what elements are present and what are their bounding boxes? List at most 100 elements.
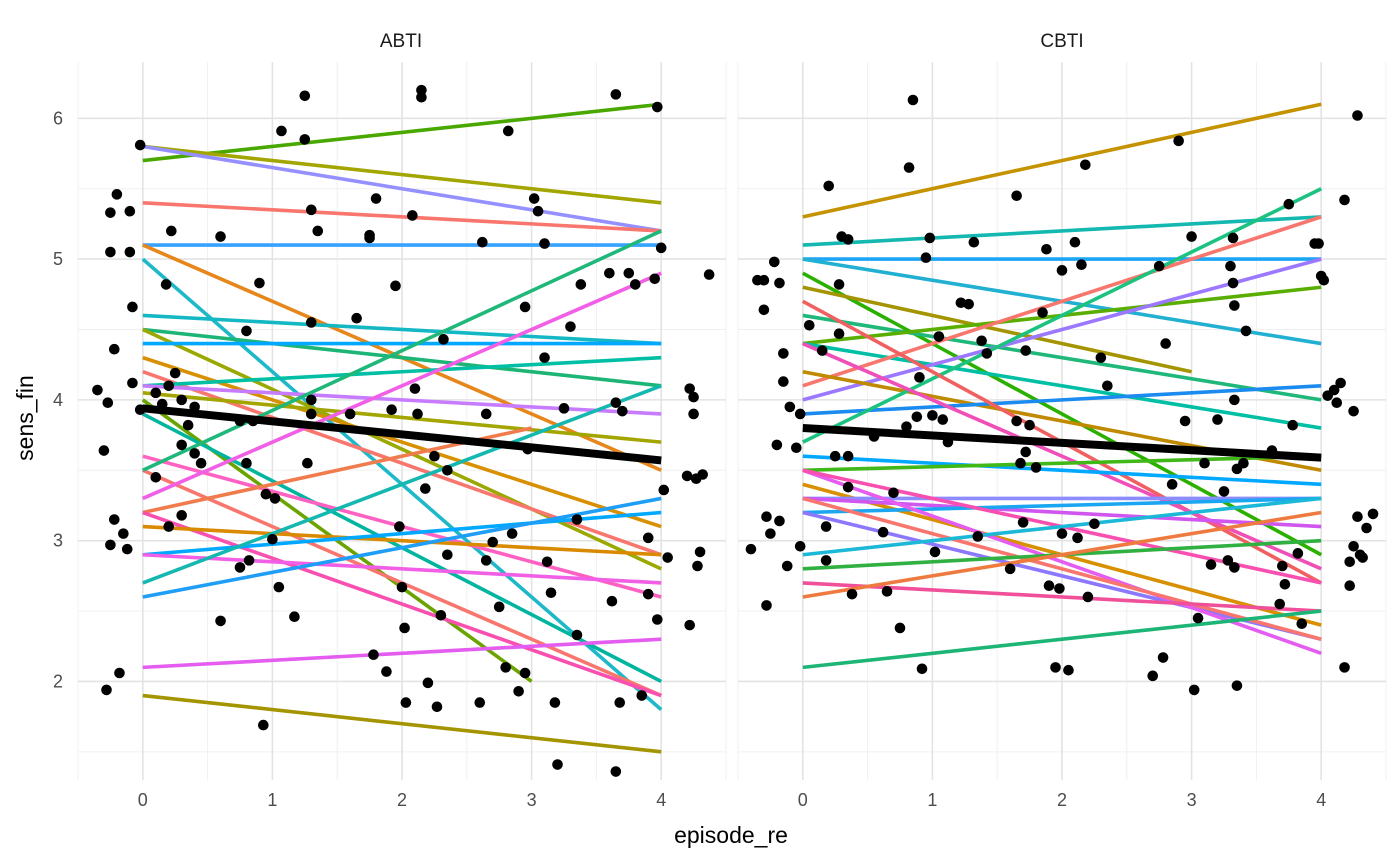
abti-data-point bbox=[124, 205, 136, 217]
abti-data-point bbox=[407, 210, 418, 221]
cbti-data-point bbox=[842, 450, 854, 462]
cbti-data-point bbox=[761, 511, 772, 523]
cbti-data-point bbox=[877, 526, 889, 538]
cbti-data-point bbox=[1212, 414, 1223, 425]
cbti-data-point bbox=[820, 555, 832, 566]
cbti-data-point bbox=[1186, 231, 1197, 242]
cbti-data-point bbox=[1367, 508, 1379, 520]
abti-data-point bbox=[258, 719, 269, 731]
cbti-data-point bbox=[929, 546, 941, 558]
cbti-data-point bbox=[761, 600, 772, 611]
abti-subject-line-1 bbox=[142, 144, 662, 205]
cbti-data-point bbox=[1352, 110, 1363, 121]
cbti-subject-line-5 bbox=[802, 285, 1192, 374]
abti-data-point bbox=[247, 415, 259, 427]
cbti-subject-line-23 bbox=[802, 468, 1322, 655]
cbti-data-point bbox=[1056, 265, 1068, 276]
cbti-data-point bbox=[829, 450, 841, 462]
y-tick-label: 5 bbox=[53, 249, 63, 269]
abti-data-point bbox=[617, 405, 628, 417]
abti-data-point bbox=[539, 238, 550, 249]
abti-data-point bbox=[487, 536, 499, 548]
abti-data-point bbox=[299, 134, 311, 145]
abti-data-point bbox=[124, 246, 136, 258]
abti-data-point bbox=[623, 267, 635, 279]
cbti-mean-line bbox=[802, 424, 1322, 462]
cbti-data-point bbox=[1188, 684, 1200, 696]
abti-data-point bbox=[652, 101, 663, 113]
cbti-data-point bbox=[1274, 598, 1286, 610]
abti-data-point bbox=[522, 443, 534, 455]
abti-data-point bbox=[539, 352, 550, 363]
abti-data-point bbox=[121, 543, 133, 555]
cbti-data-point bbox=[781, 560, 793, 572]
cbti-data-point bbox=[1011, 190, 1022, 202]
cbti-data-point bbox=[927, 410, 938, 421]
cbti-data-point bbox=[1229, 394, 1240, 406]
x-tick-label: 2 bbox=[1057, 790, 1067, 810]
abti-data-point bbox=[305, 204, 317, 216]
abti-data-point bbox=[629, 279, 641, 290]
cbti-data-point bbox=[1024, 419, 1035, 431]
abti-data-point bbox=[215, 231, 226, 242]
cbti-data-point bbox=[1082, 591, 1094, 603]
cbti-data-point bbox=[1313, 238, 1324, 249]
x-axis-ticks: 0 1 2 3 4 0 1 2 3 4 bbox=[138, 790, 1326, 810]
abti-data-point bbox=[549, 697, 561, 708]
abti-data-point bbox=[506, 528, 518, 539]
cbti-data-point bbox=[1080, 159, 1091, 171]
cbti-data-point bbox=[1041, 243, 1052, 255]
cbti-subject-line-17 bbox=[802, 454, 1322, 473]
abti-data-point bbox=[118, 528, 129, 539]
cbti-data-point bbox=[778, 376, 789, 387]
abti-data-point bbox=[243, 555, 255, 566]
abti-data-point bbox=[156, 398, 168, 410]
cbti-data-point bbox=[1287, 419, 1298, 431]
abti-data-point bbox=[655, 242, 667, 254]
abti-data-point bbox=[234, 562, 246, 573]
x-tick-label: 3 bbox=[1187, 790, 1197, 810]
cbti-data-point bbox=[1231, 680, 1243, 691]
cbti-subject-line-9 bbox=[802, 215, 1322, 388]
abti-subject-line-30 bbox=[142, 693, 662, 754]
abti-data-point bbox=[189, 401, 200, 413]
cbti-data-point bbox=[868, 431, 880, 442]
abti-data-point bbox=[215, 615, 226, 627]
abti-data-point bbox=[493, 601, 505, 613]
cbti-data-point bbox=[968, 236, 980, 248]
x-tick-label: 2 bbox=[397, 790, 407, 810]
abti-subject-line-8 bbox=[142, 327, 662, 388]
cbti-subject-line-13 bbox=[802, 187, 1322, 444]
abti-data-point bbox=[409, 383, 421, 394]
cbti-data-point bbox=[1037, 307, 1048, 318]
cbti-data-point bbox=[1229, 562, 1240, 573]
abti-data-point bbox=[305, 394, 317, 406]
cbti-data-point bbox=[920, 252, 932, 263]
abti-data-point bbox=[399, 622, 410, 634]
cbti-data-point bbox=[963, 298, 974, 310]
abti-data-point bbox=[381, 666, 392, 677]
abti-data-point bbox=[684, 383, 696, 394]
cbti-data-point bbox=[1361, 522, 1372, 534]
abti-data-point bbox=[606, 595, 618, 607]
x-tick-label: 0 bbox=[798, 790, 808, 810]
cbti-data-point bbox=[933, 331, 945, 342]
abti-data-point bbox=[480, 555, 492, 566]
abti-data-point bbox=[111, 189, 123, 200]
cbti-subject-line-22 bbox=[802, 510, 1322, 641]
cbti-data-point bbox=[1017, 517, 1029, 528]
abti-data-point bbox=[652, 614, 663, 625]
abti-data-point bbox=[513, 686, 524, 697]
abti-mean-line bbox=[142, 404, 662, 465]
abti-data-point bbox=[299, 90, 311, 102]
abti-data-point bbox=[163, 521, 175, 532]
abti-data-point bbox=[438, 334, 449, 345]
cbti-data-point bbox=[1004, 563, 1016, 575]
abti-data-point bbox=[101, 684, 112, 696]
cbti-data-point bbox=[1072, 532, 1083, 544]
cbti-subject-line-16 bbox=[802, 454, 1322, 487]
abti-subject-line-13 bbox=[142, 355, 662, 388]
cbti-data-point bbox=[911, 411, 923, 423]
cbti-data-point bbox=[1328, 384, 1340, 396]
abti-subject-line-29 bbox=[142, 637, 662, 670]
